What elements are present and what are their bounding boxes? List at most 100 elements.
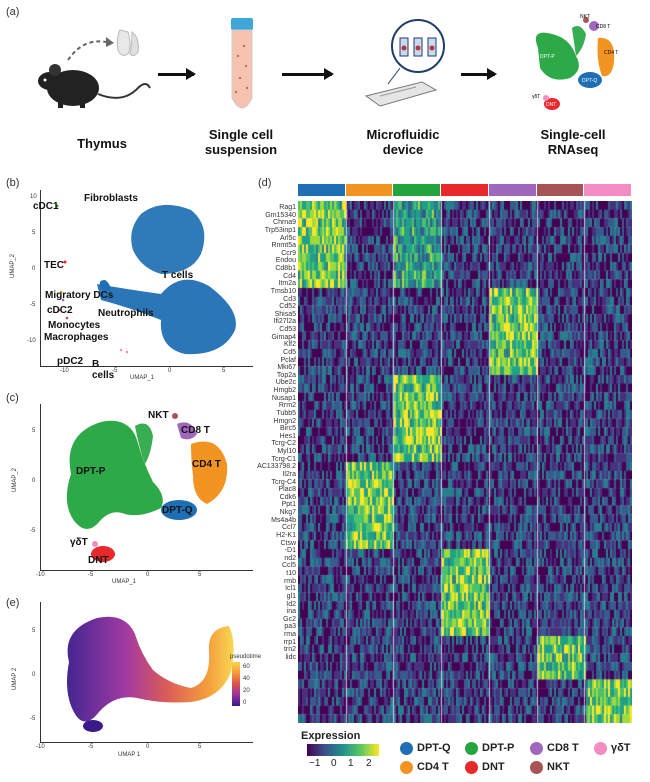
gene-label: Hes1 bbox=[279, 432, 296, 440]
mini-label: DPT-P bbox=[540, 54, 555, 60]
colorbar-tick: −1 bbox=[309, 758, 321, 769]
gene-label: Klf2 bbox=[283, 341, 296, 349]
gene-label: ina bbox=[286, 608, 296, 616]
mini-label: NKT bbox=[580, 14, 590, 20]
gene-label: Trp53inp1 bbox=[264, 226, 296, 234]
cluster-label: CD4 T bbox=[192, 459, 221, 470]
colorbar-tick: 2 bbox=[366, 758, 372, 769]
cluster-label: DNT bbox=[88, 555, 109, 566]
gene-label: Itm2a bbox=[278, 280, 296, 288]
gene-label: rmb bbox=[283, 577, 296, 585]
y-tick: -5 bbox=[30, 302, 36, 308]
colorbar-tick: 20 bbox=[243, 688, 250, 694]
y-tick: 5 bbox=[32, 628, 36, 634]
mouse-icon bbox=[38, 64, 151, 108]
cluster-color-segment bbox=[441, 184, 489, 196]
y-axis-title: UMAP_2 bbox=[12, 467, 18, 492]
gene-label: nd2 bbox=[284, 554, 296, 562]
gene-label: Cd3 bbox=[283, 295, 296, 303]
umap-c-clusters bbox=[66, 413, 228, 562]
x-tick: 0 bbox=[168, 368, 172, 374]
x-tick: -5 bbox=[88, 744, 94, 750]
gene-label: H2-K1 bbox=[276, 531, 296, 539]
gene-label: Hmgb2 bbox=[273, 387, 296, 394]
y-axis-title: UMAP 2 bbox=[12, 667, 18, 690]
pseudotime-colorbar bbox=[232, 662, 240, 706]
gene-label: Cd53 bbox=[279, 326, 296, 333]
gene-label: AC133798.2 bbox=[257, 463, 296, 471]
gene-label: Nusap1 bbox=[271, 394, 296, 402]
gene-label: Nkg7 bbox=[279, 509, 296, 516]
gene-label: rrp1 bbox=[283, 638, 296, 646]
y-tick: 0 bbox=[32, 266, 36, 272]
cluster-color-bar bbox=[298, 184, 633, 196]
colorbar-tick: 0 bbox=[243, 700, 247, 706]
gene-label: Tcrg-C2 bbox=[271, 440, 296, 448]
gene-label: Cd4 bbox=[283, 272, 296, 280]
gene-label: Tmsb10 bbox=[270, 287, 296, 295]
gene-label: pa3 bbox=[284, 623, 296, 631]
x-axis-title: UMAP_1 bbox=[112, 579, 137, 585]
x-tick: -10 bbox=[36, 744, 45, 750]
mouse-illustration bbox=[38, 29, 151, 108]
gene-label: Rag1 bbox=[279, 204, 296, 211]
gene-label: Birc5 bbox=[280, 425, 296, 433]
cluster-label: Macrophages bbox=[44, 332, 109, 343]
colorbar-tick: 60 bbox=[243, 664, 250, 670]
gene-label: Ppt1 bbox=[281, 501, 296, 509]
cluster-label: Neutrophils bbox=[98, 308, 154, 319]
gene-label: Hmgn2 bbox=[273, 417, 296, 425]
colorbar-tick: 1 bbox=[348, 758, 354, 769]
mini-label: γδT bbox=[532, 94, 540, 100]
gene-label-list: Rag1 Gm15340 Chrna9 Trp53inp1 Arl5c Rnmt5a Ccr… bbox=[248, 204, 296, 662]
gene-label: Plac8 bbox=[278, 486, 296, 494]
gene-label: Tcrg-C4 bbox=[271, 478, 296, 486]
gene-label: Icl1 bbox=[285, 585, 296, 593]
legend-dot bbox=[400, 761, 413, 774]
gene-label: lidc bbox=[285, 653, 296, 661]
gene-label: Il2ra bbox=[282, 470, 296, 478]
cluster-label: Monocytes bbox=[48, 320, 101, 331]
gene-label: Ccl7 bbox=[281, 524, 296, 532]
legend-label: γδT bbox=[611, 742, 631, 754]
cluster-label: DPT-Q bbox=[162, 505, 193, 516]
gene-label: Cd5 bbox=[283, 348, 296, 356]
colorbar-tick: 0 bbox=[331, 758, 337, 769]
mini-label: CD8 T bbox=[596, 24, 610, 30]
gene-label: Gimap4 bbox=[271, 333, 296, 341]
cluster-label: cDC2 bbox=[47, 305, 73, 316]
cluster-color-segment bbox=[345, 184, 394, 196]
expression-colorbar bbox=[307, 744, 379, 756]
step-label-thymus: Thymus bbox=[77, 136, 127, 151]
step-label-suspension: Single cell suspension bbox=[204, 127, 278, 157]
y-tick: 10 bbox=[30, 194, 37, 200]
y-tick: -10 bbox=[27, 338, 36, 344]
y-tick: 0 bbox=[32, 478, 36, 484]
gene-label: Ifi27l2a bbox=[273, 318, 296, 326]
umap-e-plot bbox=[40, 602, 253, 743]
y-tick: -5 bbox=[30, 528, 36, 534]
cluster-label: CD8 T bbox=[181, 425, 210, 436]
legend-dot bbox=[530, 742, 543, 755]
x-tick: 0 bbox=[146, 744, 150, 750]
legend-label: NKT bbox=[547, 761, 570, 773]
arrow-icon bbox=[158, 68, 196, 80]
legend-dot bbox=[465, 761, 478, 774]
microfluidic-device-icon bbox=[364, 19, 445, 107]
dashed-arrow-icon bbox=[67, 40, 107, 61]
cluster-color-segment bbox=[536, 184, 585, 196]
legend-label: DPT-Q bbox=[417, 742, 451, 754]
umap-b-clusters bbox=[55, 204, 236, 355]
x-tick: -10 bbox=[36, 572, 45, 578]
cluster-color-segment bbox=[584, 184, 633, 196]
cluster-label: pDC2 bbox=[57, 356, 84, 367]
gene-label: Cd52 bbox=[279, 303, 296, 311]
x-tick: 5 bbox=[222, 368, 226, 374]
legend-label: DNT bbox=[482, 761, 505, 773]
gene-label: Cd8b1 bbox=[275, 265, 296, 272]
arrow-icon bbox=[282, 68, 334, 80]
gene-label: Rrm2 bbox=[278, 402, 296, 410]
legend-dot bbox=[530, 761, 543, 774]
gene-label: Endou bbox=[275, 257, 296, 265]
panel-a-letter: (a) bbox=[6, 6, 20, 18]
